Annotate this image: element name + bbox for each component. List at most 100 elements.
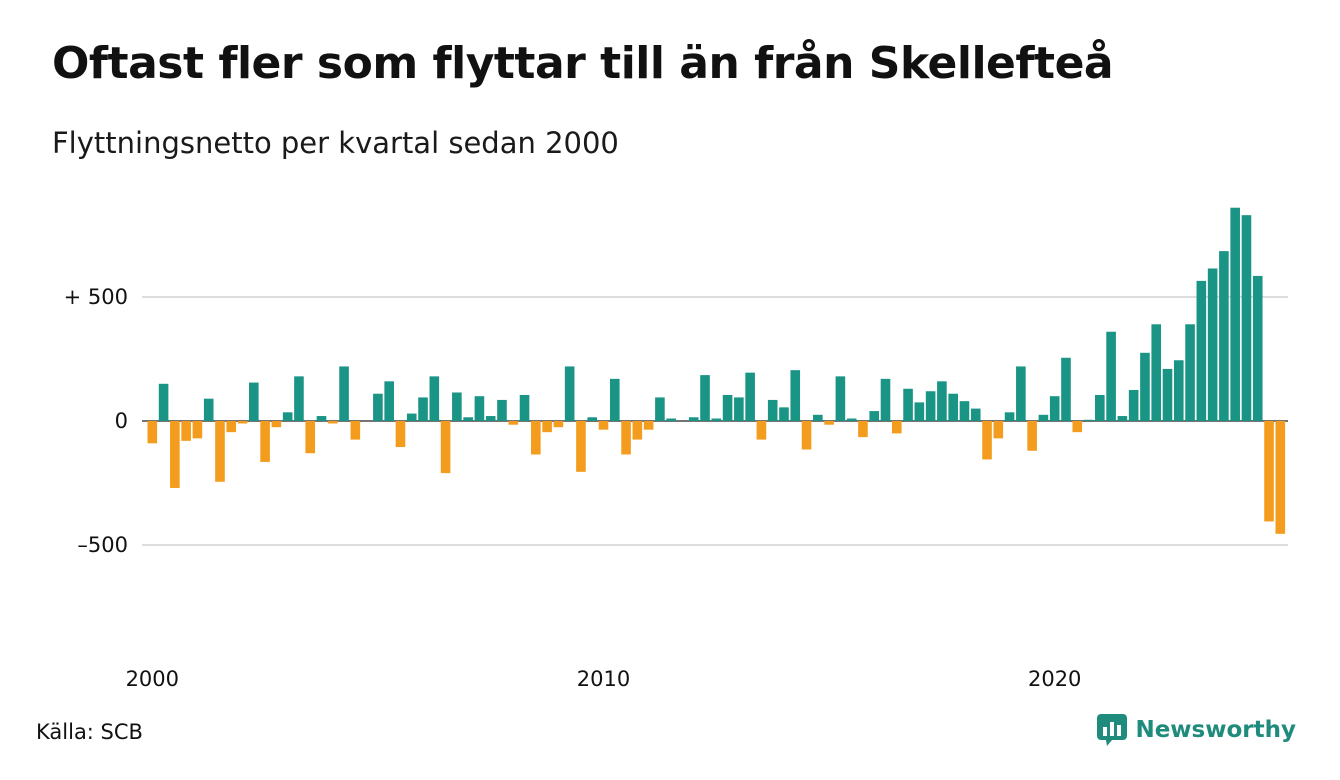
- bar: [147, 421, 158, 444]
- bar: [790, 370, 801, 421]
- bar: [880, 378, 891, 421]
- bar: [508, 421, 519, 425]
- bar: [564, 366, 575, 421]
- bar: [237, 421, 248, 424]
- chart-title: Oftast fler som flyttar till än från Ske…: [52, 38, 1114, 89]
- bar: [1106, 331, 1116, 421]
- bar: [531, 421, 541, 455]
- bar: [474, 396, 485, 421]
- bar: [384, 381, 394, 421]
- bar: [1016, 366, 1026, 421]
- bar: [1173, 360, 1184, 421]
- bar: [869, 411, 880, 421]
- bar: [587, 417, 598, 421]
- bar: [395, 421, 406, 448]
- bar: [576, 421, 586, 472]
- bar: [756, 421, 767, 440]
- bar: [643, 421, 654, 430]
- bar: [215, 421, 225, 482]
- bar: [316, 416, 327, 421]
- bar: [1185, 324, 1195, 421]
- bar: [1151, 324, 1162, 421]
- bar: [350, 421, 361, 440]
- bar: [982, 421, 992, 460]
- bar: [970, 408, 981, 421]
- bar: [767, 399, 778, 421]
- bar: [294, 376, 304, 421]
- bar: [553, 421, 564, 428]
- bar: [497, 399, 507, 421]
- bar: [937, 381, 947, 421]
- bar: [373, 393, 383, 421]
- bar: [249, 382, 259, 421]
- bar: [1117, 416, 1128, 421]
- bar: [846, 418, 857, 421]
- bar: [1275, 421, 1286, 534]
- bar: [609, 378, 620, 421]
- bar: [1196, 280, 1207, 421]
- bar: [1095, 394, 1105, 421]
- bar: [1252, 275, 1263, 421]
- bar: [1072, 421, 1083, 433]
- brand-name: Newsworthy: [1135, 717, 1296, 743]
- bar: [700, 375, 710, 421]
- bar: [339, 366, 349, 421]
- x-tick-label: 2000: [126, 667, 179, 691]
- bar: [1264, 421, 1274, 522]
- newsworthy-logo-icon: [1097, 714, 1128, 746]
- bar: [1241, 215, 1252, 421]
- chart-subtitle: Flyttningsnetto per kvartal sedan 2000: [52, 126, 619, 160]
- bar: [711, 418, 722, 421]
- bar: [519, 394, 530, 421]
- bar: [914, 402, 925, 421]
- bar: [485, 416, 496, 421]
- bar: [158, 383, 169, 421]
- bar: [734, 397, 744, 421]
- bar: [993, 421, 1004, 439]
- bar: [779, 407, 789, 421]
- bar: [170, 421, 180, 488]
- bar: [226, 421, 237, 433]
- bar: [688, 417, 699, 421]
- bar: [722, 394, 733, 421]
- bar: [1049, 396, 1060, 421]
- bar: [835, 376, 846, 421]
- y-tick-label: –500: [77, 533, 128, 557]
- bar: [598, 421, 609, 430]
- bar: [271, 421, 282, 428]
- bar: [948, 393, 958, 421]
- bar: [1140, 352, 1150, 421]
- bar: [1219, 251, 1229, 421]
- bar: [282, 412, 293, 421]
- bar: [1207, 268, 1218, 421]
- bar: [632, 421, 643, 440]
- y-tick-label: + 500: [64, 285, 128, 309]
- bar: [824, 421, 834, 425]
- bar: [203, 398, 214, 421]
- bar: [1162, 368, 1173, 421]
- bar: [903, 388, 913, 421]
- bar: [440, 421, 451, 474]
- bar: [813, 414, 823, 421]
- bar: [891, 421, 902, 434]
- bar: [666, 418, 676, 421]
- bar: [429, 376, 440, 421]
- bar: [542, 421, 552, 433]
- bar: [1004, 412, 1015, 421]
- source-note: Källa: SCB: [36, 720, 143, 744]
- bar: [192, 421, 203, 439]
- bar: [406, 413, 417, 421]
- bar: [1083, 419, 1094, 421]
- x-tick-label: 2010: [577, 667, 630, 691]
- bar: [1027, 421, 1037, 451]
- bar: [260, 421, 270, 462]
- bar: [452, 392, 462, 421]
- bar: [418, 397, 428, 421]
- bar: [1230, 207, 1240, 421]
- bar: [959, 401, 970, 421]
- bar: [621, 421, 631, 455]
- bar: [1128, 390, 1139, 421]
- bar: [655, 397, 665, 421]
- bar: [327, 421, 338, 424]
